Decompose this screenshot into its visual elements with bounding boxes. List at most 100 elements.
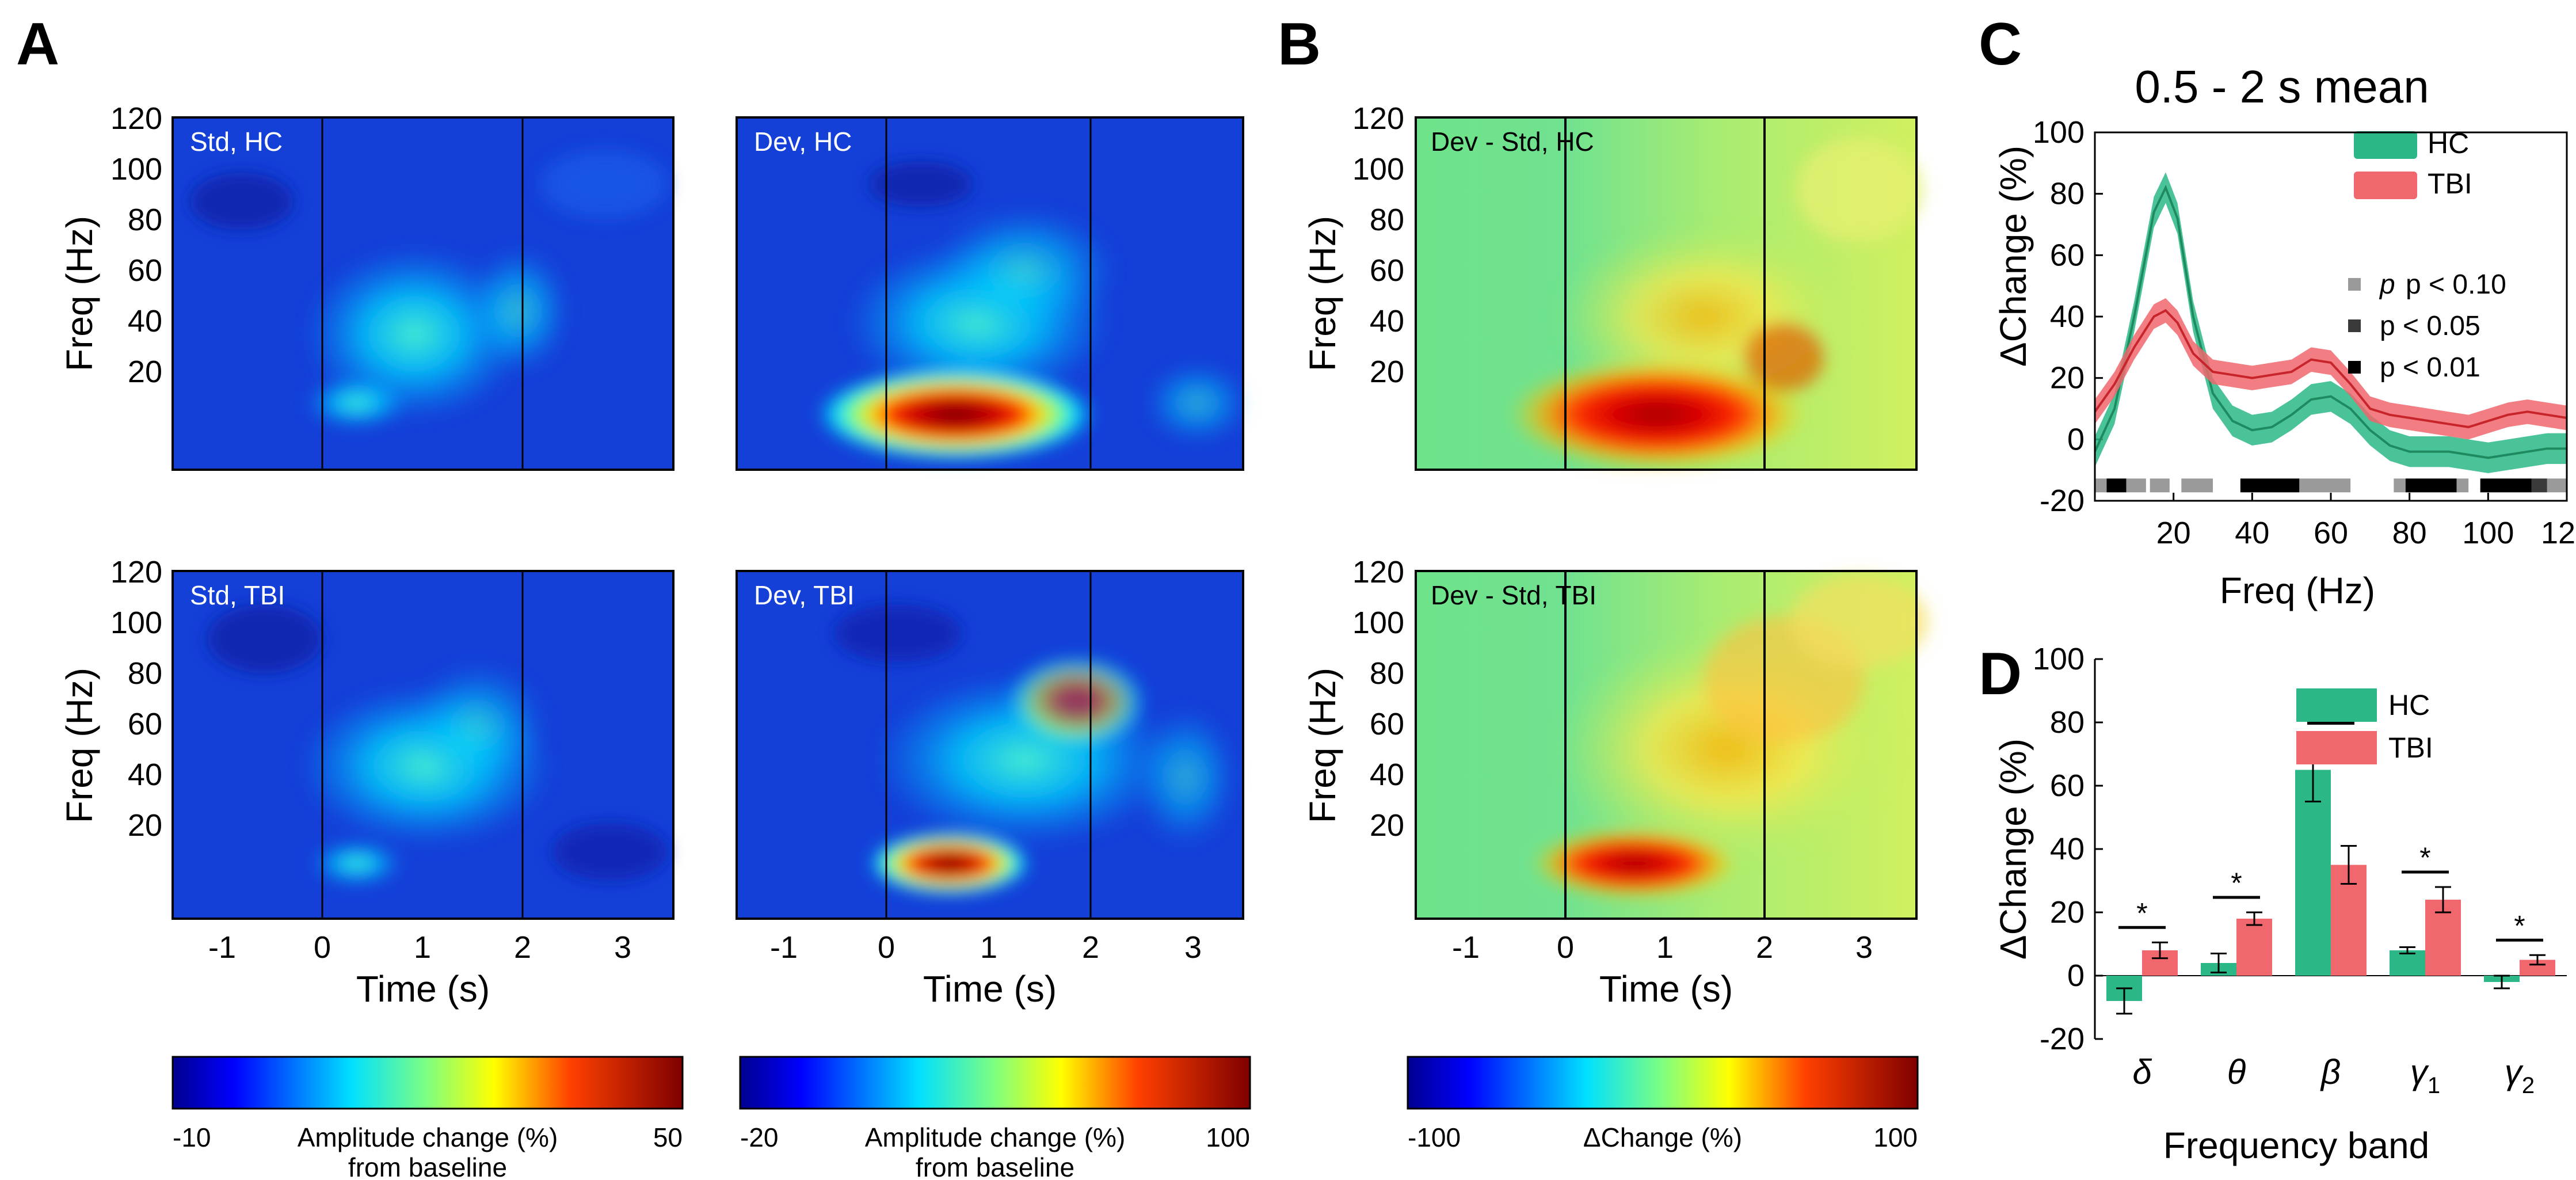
spectrogram-label: Std, TBI — [190, 580, 285, 610]
colorbar-max: 100 — [1206, 1122, 1250, 1152]
svg-text:60: 60 — [128, 707, 162, 741]
significance-marker: * — [2136, 897, 2147, 929]
spectrogram-label: Std, HC — [190, 127, 283, 157]
svg-text:3: 3 — [1855, 930, 1873, 965]
panel-letter-c: C — [1979, 11, 2022, 78]
svg-text:-1: -1 — [1452, 930, 1480, 965]
significance-segment — [2150, 478, 2170, 493]
svg-text:80: 80 — [1370, 203, 1404, 237]
colorbar-label-line2: from baseline — [916, 1152, 1074, 1180]
panel-letter-d: D — [1979, 641, 2022, 707]
svg-text:120: 120 — [110, 555, 162, 589]
svg-text:80: 80 — [1370, 656, 1404, 691]
legend-swatch-tbi — [2354, 172, 2417, 199]
significance-segment — [2531, 478, 2547, 493]
significance-segment — [2095, 478, 2107, 493]
panel-letter-b: B — [1278, 11, 1321, 78]
colorbar-max: 100 — [1873, 1122, 1918, 1152]
y-axis-label: Freq (Hz) — [59, 668, 100, 823]
category-label: γ2 — [2505, 1053, 2535, 1098]
x-axis-label: Frequency band — [2163, 1125, 2430, 1166]
svg-text:20: 20 — [128, 808, 162, 843]
category-label: β — [2320, 1053, 2341, 1091]
svg-text:100: 100 — [1352, 606, 1404, 640]
svg-text:40: 40 — [1370, 304, 1404, 338]
y-tick-label: 0 — [2067, 422, 2085, 456]
svg-text:100: 100 — [110, 606, 162, 640]
y-tick-label: 40 — [2050, 832, 2085, 866]
sig-swatch-p10 — [2348, 278, 2361, 291]
colorbar-min: -20 — [740, 1122, 778, 1152]
spectrogram-std-hc-activity — [190, 150, 668, 429]
svg-text:40: 40 — [128, 304, 162, 338]
significance-bar — [2095, 478, 2567, 493]
spectrogram-diff-tbi-activity — [1531, 576, 1928, 898]
svg-text:20: 20 — [1370, 355, 1404, 389]
spectrogram-label: Dev - Std, HC — [1431, 127, 1594, 157]
svg-text:60: 60 — [1370, 707, 1404, 741]
y-tick-label: 20 — [2050, 361, 2085, 395]
svg-text:0: 0 — [1557, 930, 1574, 965]
sig-swatch-p05 — [2348, 319, 2361, 332]
legend-swatch-tbi — [2296, 731, 2377, 764]
x-axis-label: Time (s) — [356, 968, 490, 1010]
x-axis-label: Time (s) — [1599, 968, 1733, 1010]
svg-text:120: 120 — [1352, 101, 1404, 136]
sig-label-p01: p < 0.01 — [2380, 352, 2480, 383]
spectrogram-dev-tbi: Dev, TBI -1 0 1 2 3 Time (s) — [736, 570, 1244, 1010]
chart-title: 0.5 - 2 s mean — [2135, 61, 2429, 112]
svg-text:-1: -1 — [770, 930, 798, 965]
svg-text:-1: -1 — [208, 930, 236, 965]
svg-text:100: 100 — [110, 152, 162, 186]
significance-segment — [2394, 478, 2406, 493]
y-axis-label: Freq (Hz) — [1302, 216, 1343, 371]
category-label: γ1 — [2410, 1053, 2440, 1098]
svg-text:120: 120 — [1352, 555, 1404, 589]
x-tick-label: 120 — [2541, 516, 2576, 550]
y-tick-label: -20 — [2040, 1022, 2085, 1056]
legend-swatch-hc — [2296, 688, 2377, 722]
significance-segment — [2299, 478, 2351, 493]
colorbar-amplitude-dev: -20 100 Amplitude change (%) from baseli… — [739, 1056, 1251, 1180]
bars-layer: **#** — [2106, 693, 2555, 1015]
x-axis-label: Time (s) — [923, 968, 1057, 1010]
legend-label-tbi: TBI — [2388, 732, 2433, 764]
significance-segment — [2126, 478, 2146, 493]
series-layer — [2094, 172, 2567, 473]
spectrogram-std-hc: Std, HC 120 100 80 60 40 20 Freq (Hz) — [59, 101, 675, 471]
sig-p-symbol: p — [2379, 269, 2395, 300]
svg-text:2: 2 — [514, 930, 531, 965]
y-tick-label: 0 — [2067, 958, 2085, 993]
significance-segment — [2480, 478, 2532, 493]
significance-segment — [2240, 478, 2300, 493]
significance-legend: p p < 0.10 p < 0.05 p < 0.01 — [2348, 269, 2506, 383]
y-ticks: 120 100 80 60 40 20 — [1352, 101, 1404, 389]
bar-hc-3 — [2390, 950, 2425, 976]
svg-text:20: 20 — [1370, 808, 1404, 843]
significance-marker: * — [2231, 867, 2242, 899]
svg-text:1: 1 — [980, 930, 997, 965]
bar-hc-2 — [2295, 770, 2331, 976]
y-ticks: 100 80 60 40 20 0 -20 — [2033, 115, 2103, 518]
spectrogram-std-tbi-activity — [207, 604, 668, 886]
series-band-tbi — [2095, 298, 2567, 440]
x-ticks: -1 0 1 2 3 — [1452, 930, 1873, 965]
spectrogram-label: Dev - Std, TBI — [1431, 580, 1596, 610]
sig-swatch-p01 — [2348, 361, 2361, 374]
y-axis-label: Freq (Hz) — [1302, 668, 1343, 823]
significance-segment — [2405, 478, 2457, 493]
significance-segment — [2456, 478, 2469, 493]
svg-text:60: 60 — [1370, 253, 1404, 288]
significance-segment — [2547, 478, 2567, 493]
panel-letter-a: A — [16, 11, 59, 78]
spectrogram-label: Dev, TBI — [754, 580, 855, 610]
x-tick-label: 60 — [2314, 516, 2348, 550]
spectrogram-diff-tbi: Dev - Std, TBI 120 100 80 60 40 20 Freq … — [1302, 555, 1928, 1010]
y-tick-label: -20 — [2040, 484, 2085, 518]
line-chart: 0.5 - 2 s mean ΔChange (%) Freq (Hz) 100… — [1992, 61, 2576, 611]
x-ticks: -1 0 1 2 3 — [208, 930, 631, 965]
y-tick-label: 80 — [2050, 705, 2085, 740]
x-tick-label: 40 — [2235, 516, 2269, 550]
legend-swatch-hc — [2354, 131, 2417, 159]
colorbar-min: -100 — [1408, 1122, 1461, 1152]
